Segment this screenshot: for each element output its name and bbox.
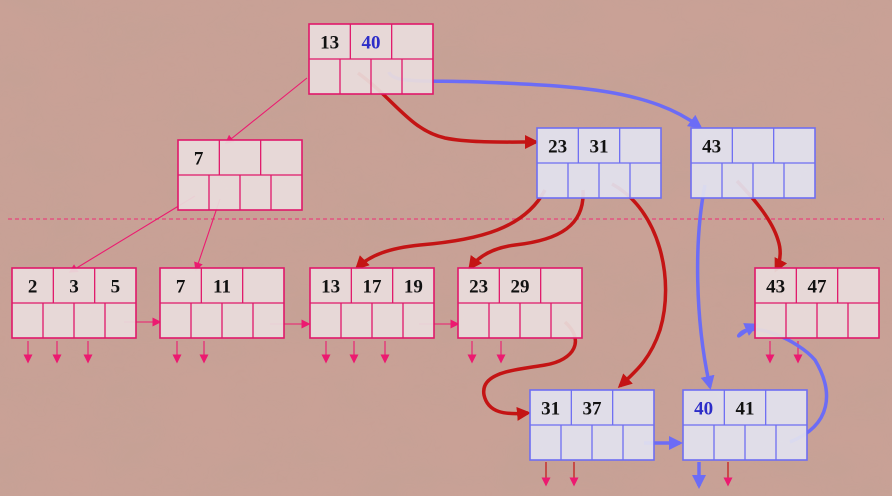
node-inner-mid: 23 31 [536,127,662,199]
node-key: 5 [111,277,121,298]
blue-inner-right-to-leaf-7 [695,184,715,390]
node-leaf-7: 40 41 [682,389,808,461]
node-key: 31 [590,137,609,158]
node-key: 11 [213,277,231,298]
pink-arrows [23,77,803,364]
node-key: 29 [511,277,530,298]
red-root-to-inner-mid [356,71,539,150]
node-key: 23 [548,137,567,158]
edge-inner-left-to-leaf-2 [194,198,221,272]
node-key: 40 [362,33,381,54]
node-key: 7 [176,277,186,298]
node-inner-left: 7 [177,139,303,211]
node-key: 31 [541,399,560,420]
node-leaf-6: 31 37 [529,389,655,461]
red-inner-mid-to-leaf-4 [468,189,585,271]
red-pointer-arrows [541,462,733,487]
node-key: 7 [194,149,204,170]
node-leaf-3: 13 17 19 [309,267,435,339]
node-key: 17 [363,277,383,298]
red-inner-mid-to-leaf-3 [354,189,547,271]
node-inner-right: 43 [690,127,816,199]
node-key: 47 [808,277,828,298]
node-leaf-4: 23 29 [457,267,583,339]
node-leaf-5: 43 47 [754,267,880,339]
node-leaf-1: 2 3 5 [11,267,137,339]
red-leaf-4-to-leaf-6 [482,320,578,421]
node-key: 13 [320,33,339,54]
red-arrows [354,71,788,421]
node-key: 19 [404,277,423,298]
node-key: 2 [28,277,38,298]
node-key: 13 [321,277,340,298]
edge-inner-left-to-leaf-1 [68,195,196,273]
blue-leaf-7-to-leaf-5 [737,323,829,444]
node-key: 37 [583,399,603,420]
node-root: 13 40 [308,23,434,95]
node-key: 23 [469,277,488,298]
node-key: 43 [702,137,721,158]
node-key: 41 [736,399,755,420]
node-key: 40 [694,399,713,420]
node-key: 3 [69,277,79,298]
edge-root-to-inner-left [224,77,308,144]
red-inner-mid-to-leaf-6 [611,182,668,389]
node-key: 43 [766,277,785,298]
node-leaf-2: 7 11 [159,267,285,339]
